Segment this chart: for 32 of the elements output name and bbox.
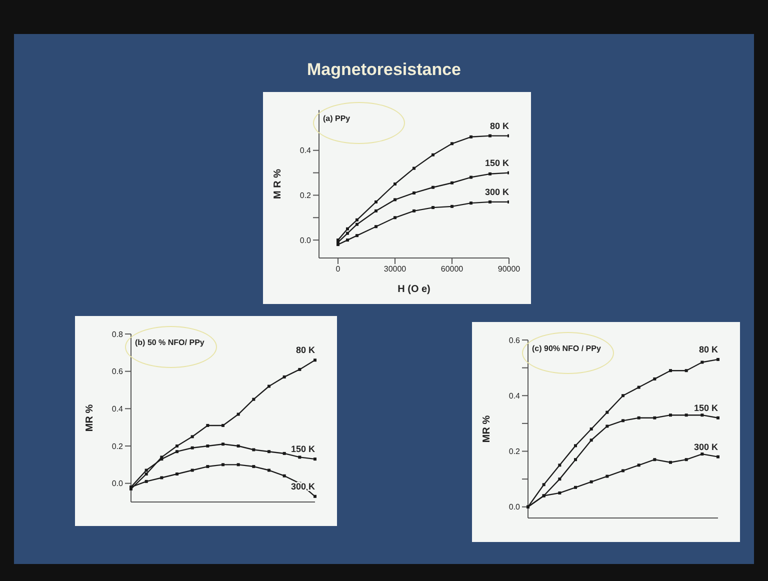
series-label: 80 K: [296, 345, 316, 356]
chart-title: Magnetoresistance: [306, 60, 462, 80]
series-label: 80 K: [698, 344, 718, 354]
series-label: 150 K: [290, 444, 316, 454]
series-label: 150 K: [694, 402, 718, 413]
series-label: 150 K: [484, 158, 510, 168]
series-label: 300 K: [484, 186, 510, 197]
y-tick-label: 0.4: [112, 404, 124, 414]
annotation: (c) 90% NFO / PPy: [532, 344, 601, 353]
x-tick-label: 0: [336, 264, 341, 274]
y-tick-label: 0.4: [300, 146, 312, 156]
x-axis-title: H (O e): [398, 284, 430, 295]
y-tick-label: 0.8: [112, 330, 124, 339]
series-label: 80 K: [490, 120, 510, 131]
x-tick-label: 90000: [498, 264, 521, 274]
annotation: (a) PPy: [323, 114, 350, 123]
y-tick-label: 0.2: [112, 442, 124, 451]
y-axis-title: MR %: [84, 404, 96, 432]
y-tick-label: 0.0: [112, 479, 124, 488]
y-axis-title: MR %: [482, 415, 493, 443]
y-tick-label: 0.2: [508, 447, 521, 456]
y-axis-title: M R %: [272, 168, 284, 199]
y-tick-label: 0.6: [508, 336, 521, 345]
y-tick-label: 0.0: [300, 236, 312, 245]
annotation: (b) 50 % NFO/ PPy: [135, 338, 204, 347]
x-tick-label: 30000: [384, 264, 407, 274]
y-tick-label: 0.6: [112, 367, 124, 376]
y-tick-label: 0.2: [300, 191, 312, 200]
y-tick-label: 0.0: [508, 502, 521, 512]
y-tick-label: 0.4: [508, 391, 521, 400]
x-tick-label: 60000: [440, 264, 464, 274]
series-label: 300 K: [694, 442, 718, 452]
